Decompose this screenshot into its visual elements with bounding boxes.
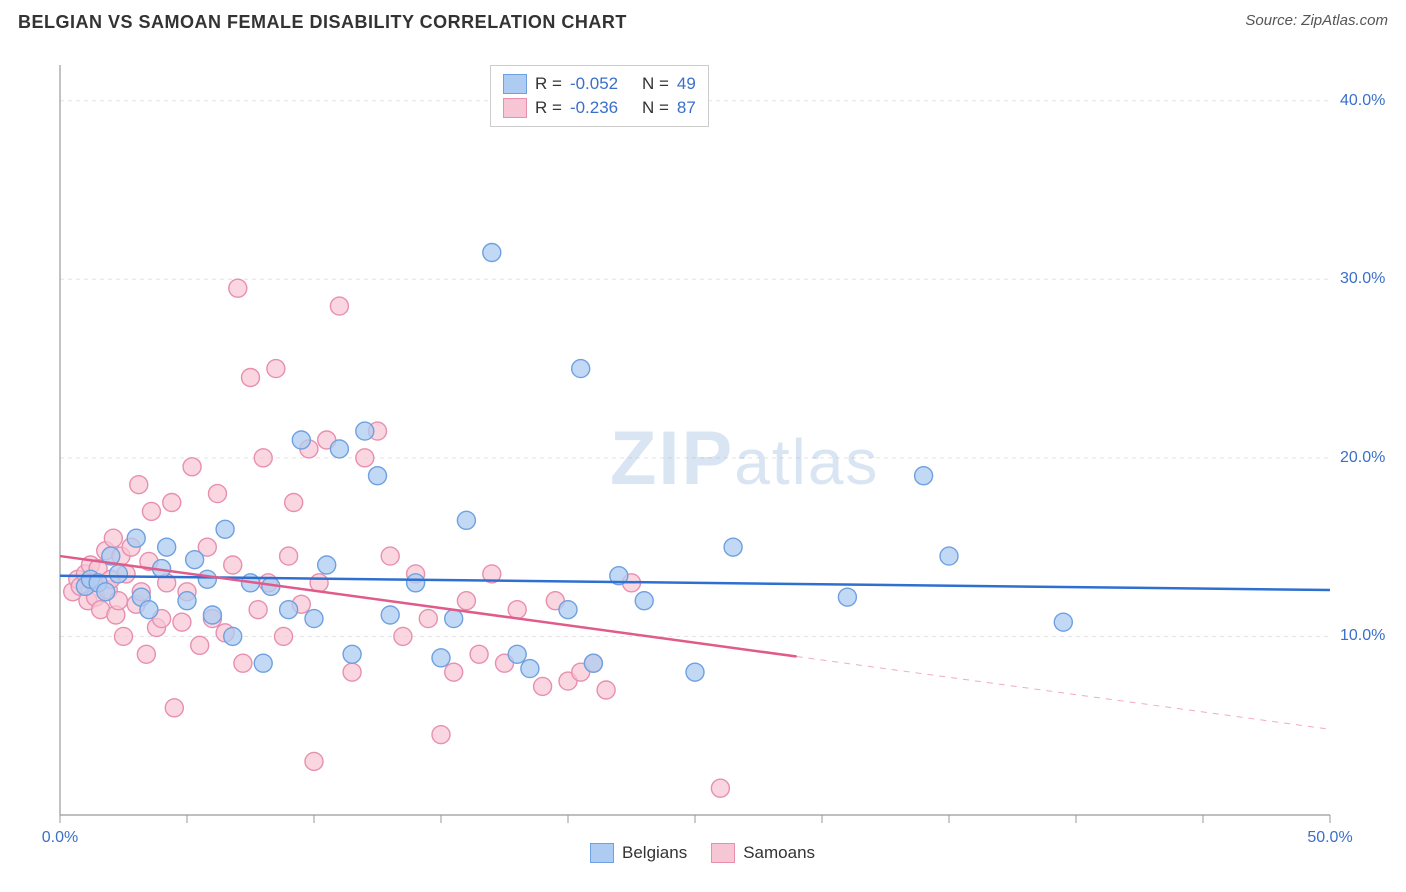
legend-series-item: Samoans xyxy=(711,843,815,863)
legend-r-label: R = xyxy=(535,98,562,118)
legend-n-value: 87 xyxy=(677,98,696,118)
scatter-chart xyxy=(50,55,1390,845)
legend-series-name: Belgians xyxy=(622,843,687,863)
legend-stats-box: R = -0.052 N = 49 R = -0.236 N = 87 xyxy=(490,65,709,127)
source-prefix: Source: xyxy=(1245,12,1301,29)
legend-r-value: -0.052 xyxy=(570,74,634,94)
legend-series-name: Samoans xyxy=(743,843,815,863)
legend-r-label: R = xyxy=(535,74,562,94)
x-tick-label: 0.0% xyxy=(42,829,78,847)
legend-swatch xyxy=(590,843,614,863)
chart-container: Female Disability ZIPatlas R =-0.052N =4… xyxy=(50,55,1390,845)
source-name: ZipAtlas.com xyxy=(1301,12,1388,29)
source-attribution: Source: ZipAtlas.com xyxy=(1245,12,1388,29)
y-tick-label: 30.0% xyxy=(1340,270,1390,288)
y-tick-label: 40.0% xyxy=(1340,92,1390,110)
legend-r-value: -0.236 xyxy=(570,98,634,118)
legend-stat-row: R = -0.052 N = 49 xyxy=(503,72,696,96)
legend-series-item: Belgians xyxy=(590,843,687,863)
legend-stat-row: R = -0.236 N = 87 xyxy=(503,96,696,120)
chart-title: BELGIAN VS SAMOAN FEMALE DISABILITY CORR… xyxy=(18,12,627,33)
legend-n-value: 49 xyxy=(677,74,696,94)
legend-swatch xyxy=(503,98,527,118)
legend-n-label: N = xyxy=(642,98,669,118)
legend-series: Belgians Samoans xyxy=(590,843,815,863)
y-tick-label: 10.0% xyxy=(1340,627,1390,645)
legend-n-label: N = xyxy=(642,74,669,94)
x-tick-label: 50.0% xyxy=(1307,829,1352,847)
legend-swatch xyxy=(711,843,735,863)
legend-swatch xyxy=(503,74,527,94)
y-tick-label: 20.0% xyxy=(1340,449,1390,467)
